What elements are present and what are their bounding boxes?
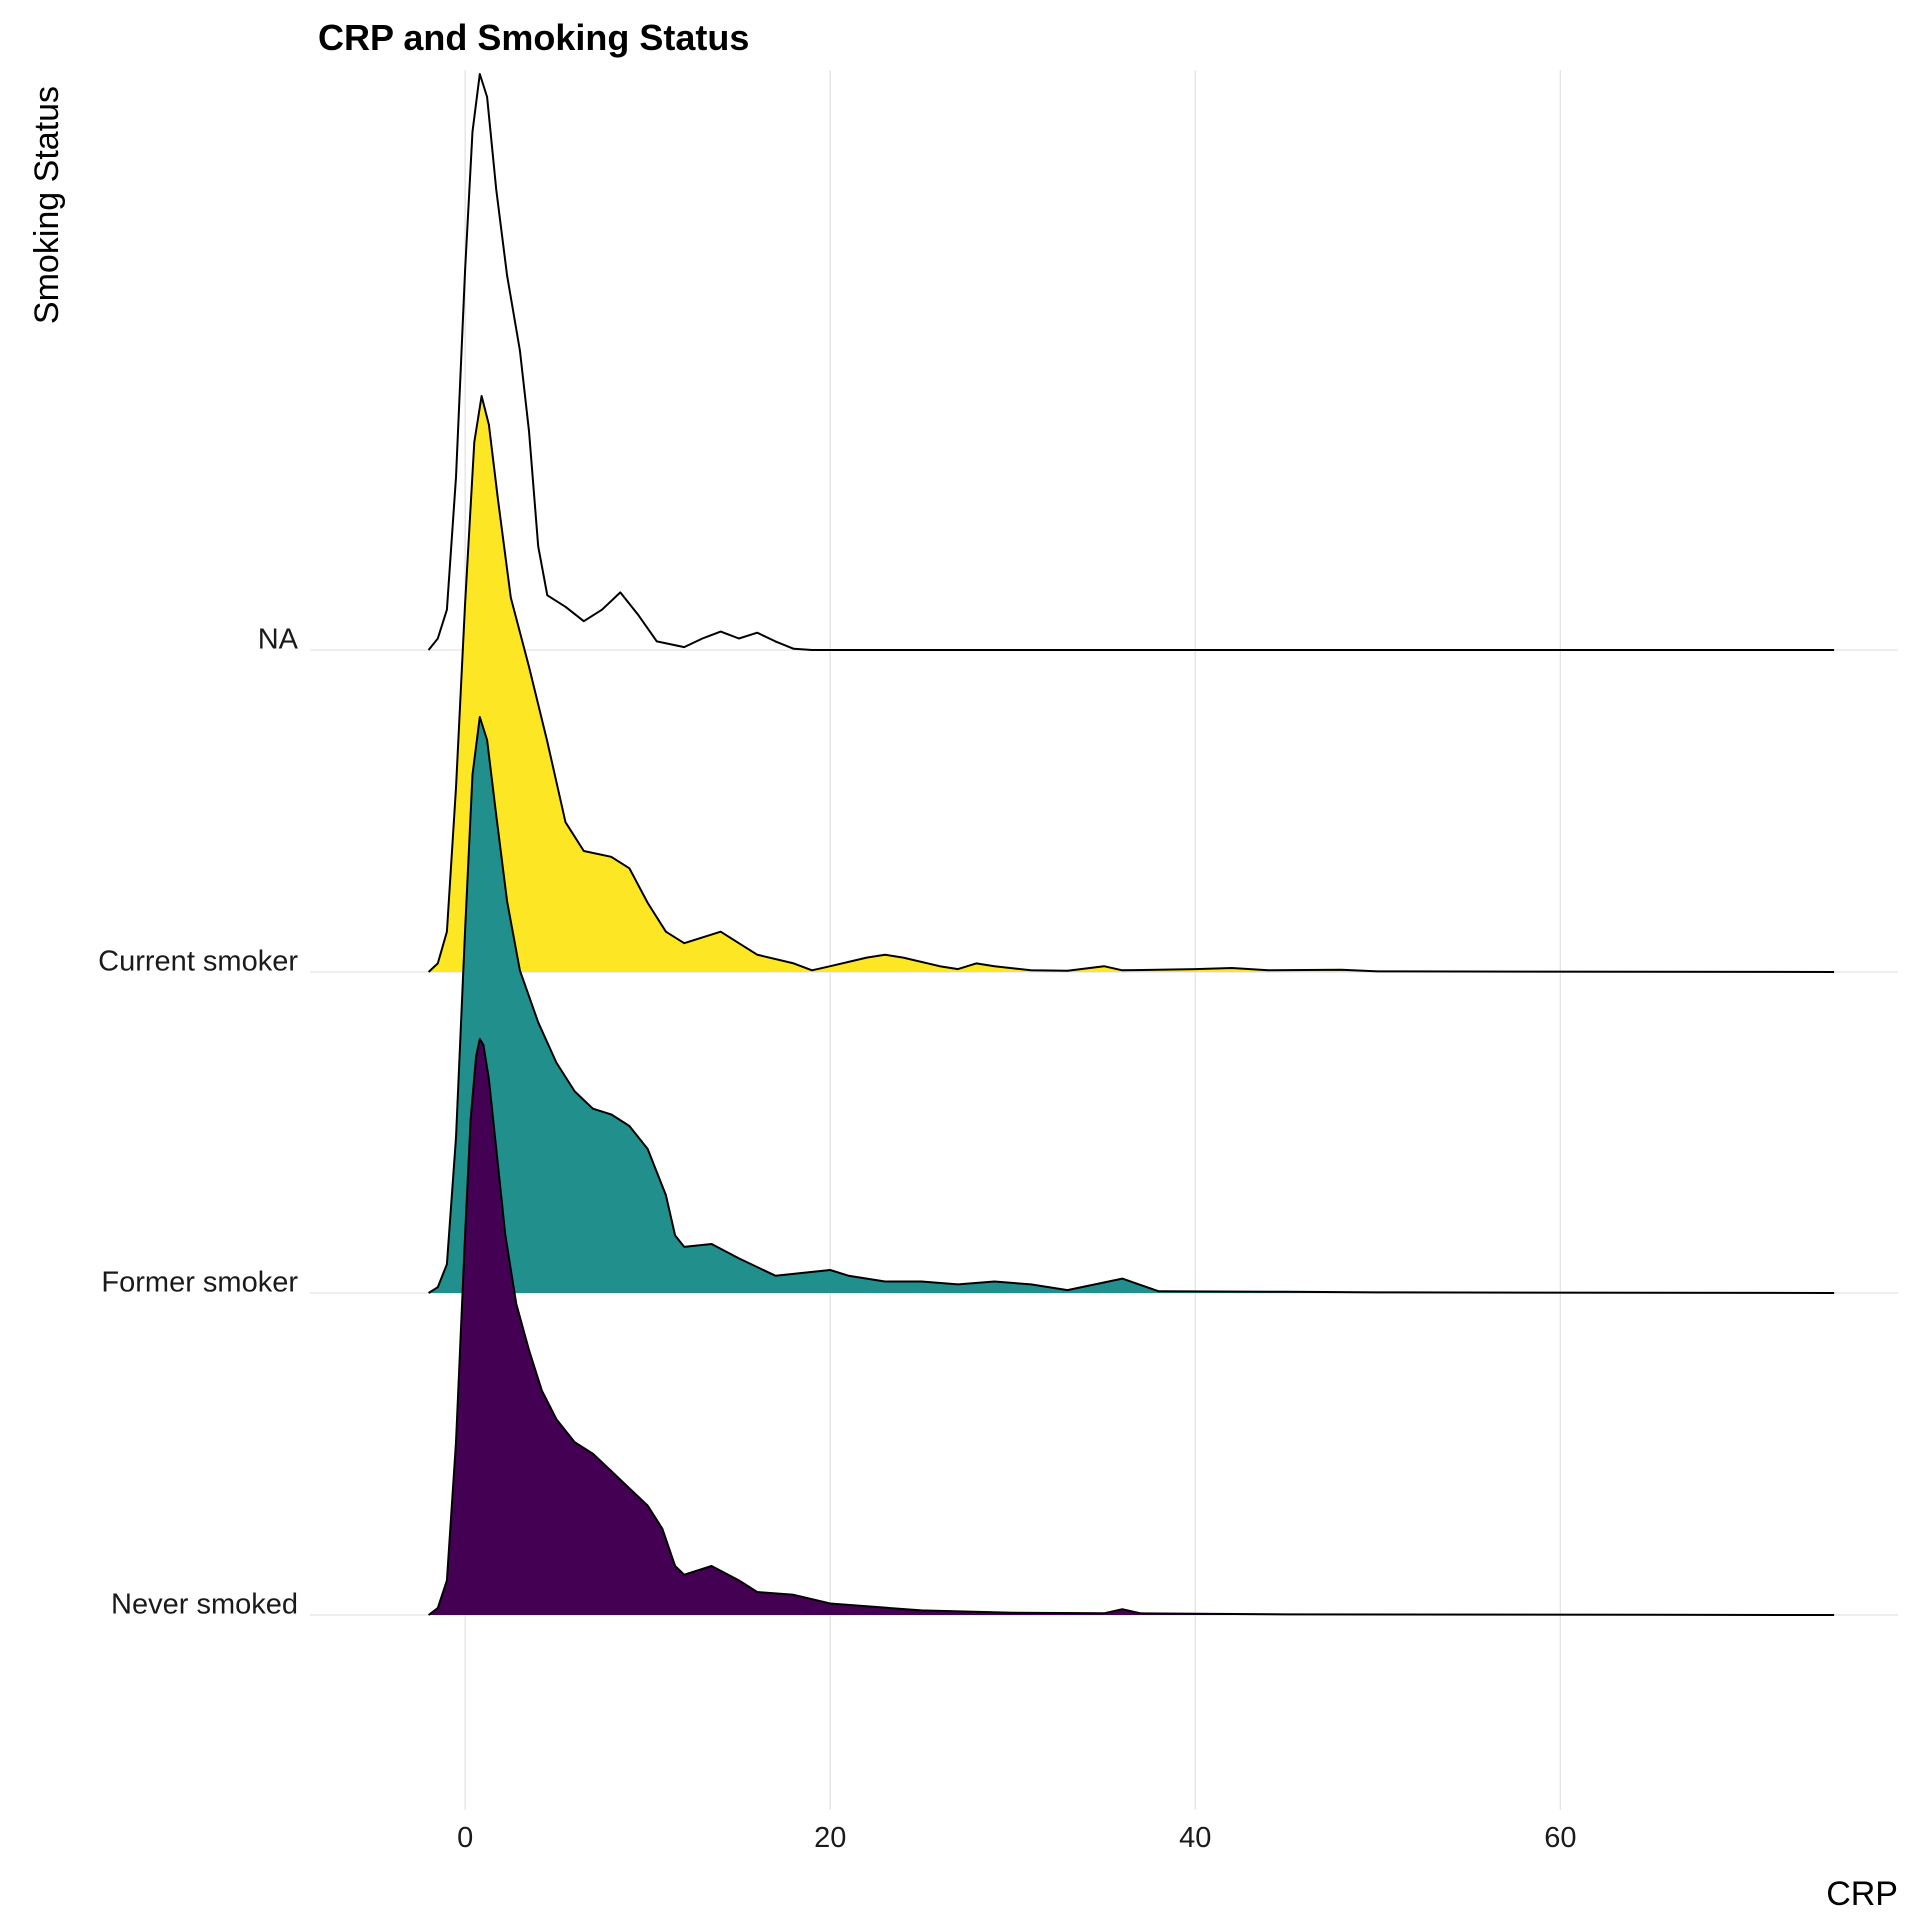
- x-tick-labels: 0 20 40 60: [457, 1822, 1576, 1854]
- category-label: Never smoked: [111, 1589, 298, 1621]
- density-line-na: [427, 73, 1835, 651]
- density-line-never-smoked: [428, 1038, 1835, 1616]
- x-tick-label: 60: [1544, 1822, 1576, 1854]
- category-label: Former smoker: [101, 1267, 298, 1299]
- category-labels: Never smoked Former smoker Current smoker N…: [98, 624, 298, 1621]
- density-area-never-smoked: [428, 1039, 1835, 1615]
- density-line-former-smoker: [428, 716, 1835, 1294]
- density-area-current-smoker: [428, 396, 1835, 972]
- density-line-current-smoker: [427, 395, 1835, 973]
- y-axis-title: Smoking Status: [28, 86, 66, 324]
- category-label: NA: [258, 624, 299, 656]
- category-label: Current smoker: [98, 946, 298, 978]
- x-axis-title: CRP: [1826, 1875, 1898, 1913]
- x-tick-label: 40: [1179, 1822, 1211, 1854]
- x-tick-label: 20: [814, 1822, 846, 1854]
- chart-title: CRP and Smoking Status: [318, 17, 749, 58]
- density-area-former-smoker: [428, 717, 1835, 1293]
- density-ridges: [427, 73, 1835, 1616]
- x-tick-label: 0: [457, 1822, 473, 1854]
